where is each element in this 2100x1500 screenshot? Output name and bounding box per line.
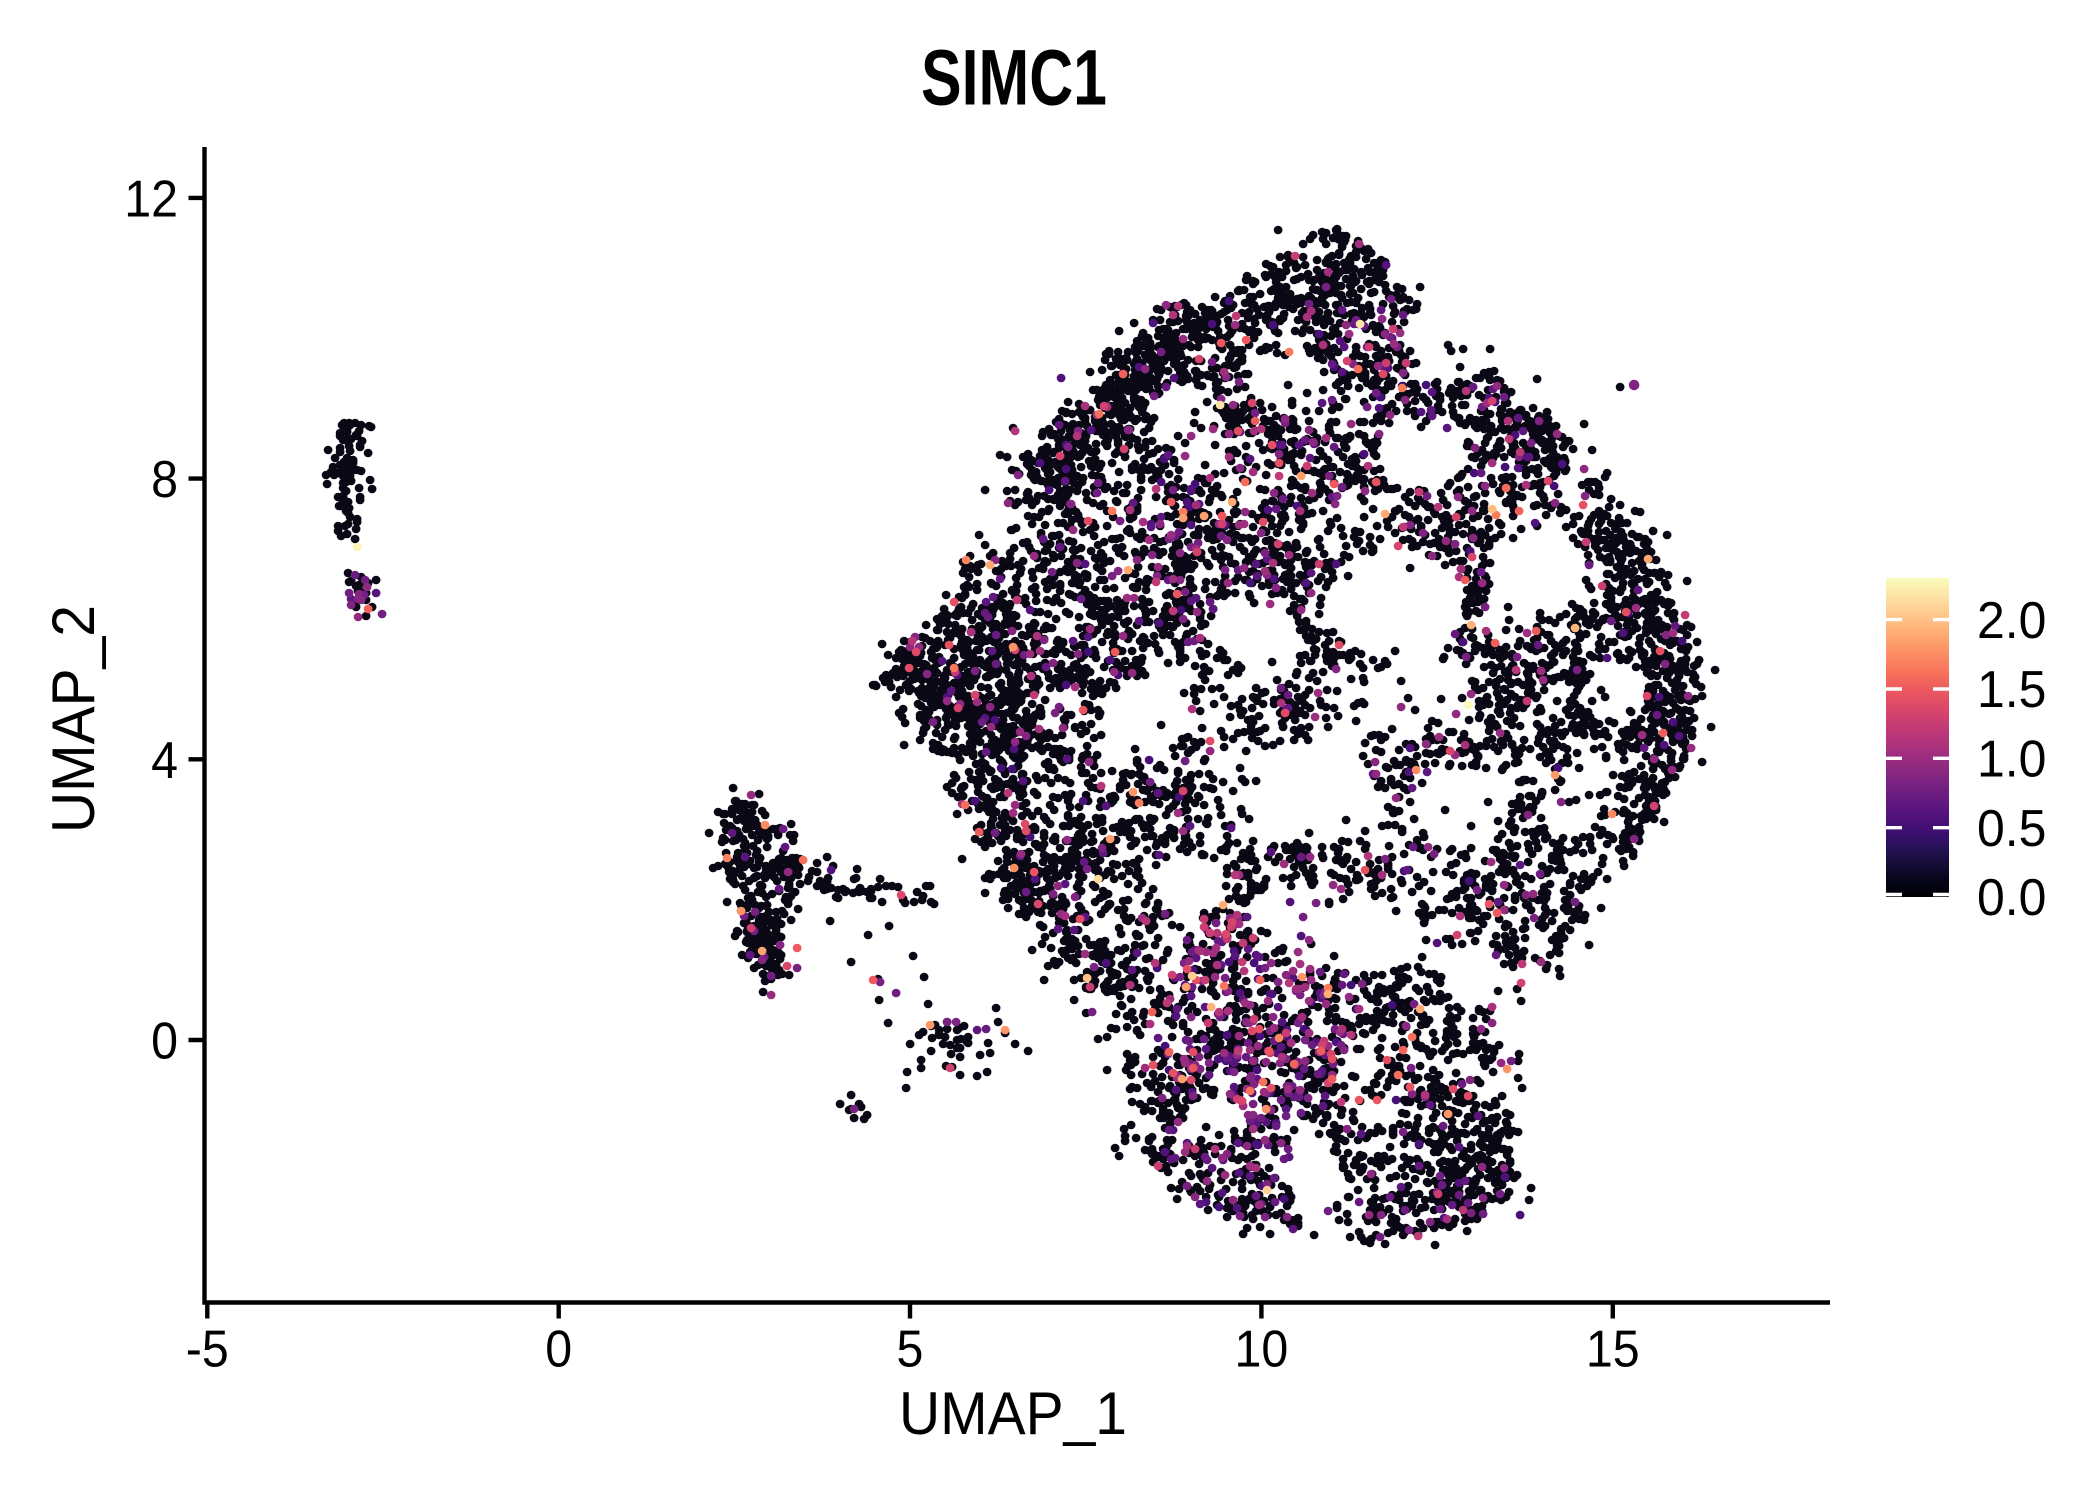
svg-text:2.0: 2.0 xyxy=(1977,591,2046,649)
svg-text:0: 0 xyxy=(151,1012,178,1070)
svg-text:SIMC1: SIMC1 xyxy=(921,33,1107,122)
svg-text:15: 15 xyxy=(1586,1320,1640,1378)
svg-text:5: 5 xyxy=(897,1320,924,1378)
svg-text:UMAP_1: UMAP_1 xyxy=(899,1381,1127,1448)
svg-text:0.5: 0.5 xyxy=(1977,799,2046,857)
svg-text:1.0: 1.0 xyxy=(1977,730,2046,788)
svg-text:0: 0 xyxy=(545,1320,572,1378)
svg-text:0.0: 0.0 xyxy=(1977,869,2046,927)
svg-text:UMAP_2: UMAP_2 xyxy=(41,605,108,833)
svg-text:4: 4 xyxy=(151,731,178,789)
svg-text:8: 8 xyxy=(151,451,178,509)
svg-text:10: 10 xyxy=(1235,1320,1289,1378)
svg-text:12: 12 xyxy=(124,170,178,228)
svg-text:1.5: 1.5 xyxy=(1977,661,2046,719)
svg-text:-5: -5 xyxy=(186,1320,229,1378)
